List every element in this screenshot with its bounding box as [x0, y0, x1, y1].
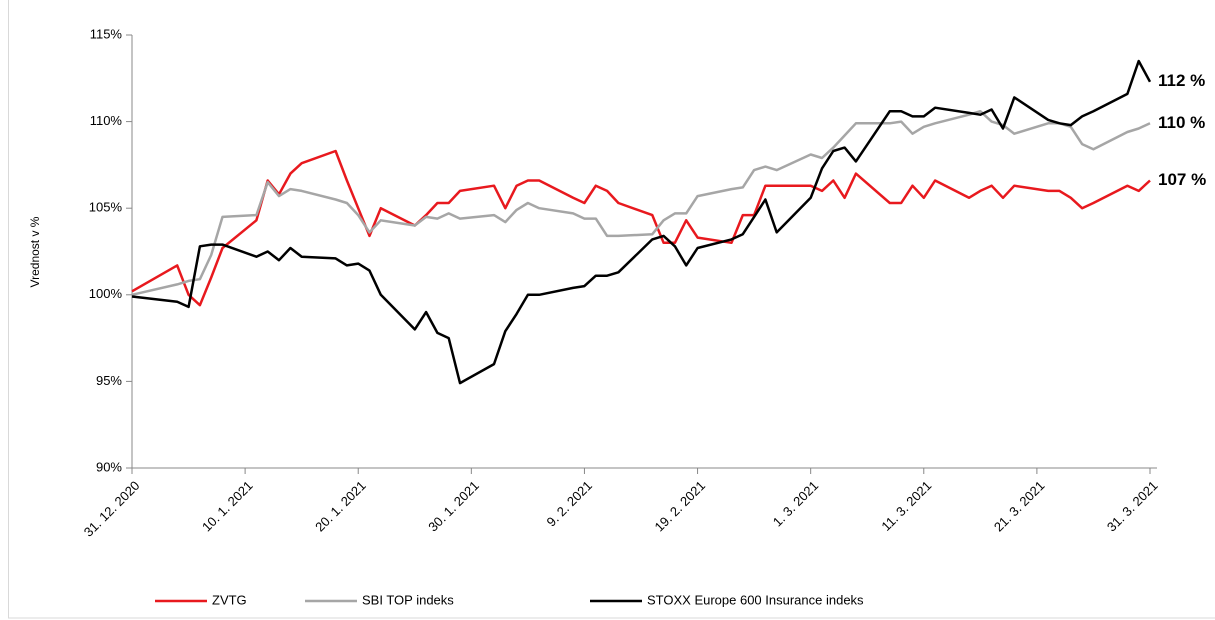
- x-tick-label: 31. 3. 2021: [1104, 478, 1161, 535]
- series-line: [131, 109, 1151, 297]
- x-tick-label: 10. 1. 2021: [199, 478, 256, 535]
- x-tick-label: 19. 2. 2021: [651, 478, 708, 535]
- y-tick-label: 115%: [90, 26, 123, 41]
- end-label: 110 %: [1158, 113, 1205, 132]
- x-tick-label: 21. 3. 2021: [991, 478, 1048, 535]
- x-tick-label: 9. 2. 2021: [543, 478, 594, 529]
- end-label: 112 %: [1158, 71, 1205, 90]
- y-tick-label: 110%: [90, 113, 123, 128]
- x-tick-label: 20. 1. 2021: [312, 478, 369, 535]
- legend-label: SBI TOP indeks: [362, 592, 454, 607]
- y-tick-label: 95%: [96, 373, 122, 388]
- legend-label: STOXX Europe 600 Insurance indeks: [647, 592, 864, 607]
- chart-frame: [8, 0, 1215, 619]
- end-label: 107 %: [1158, 170, 1206, 189]
- y-tick-label: 90%: [96, 459, 122, 474]
- y-tick-label: 100%: [89, 286, 123, 301]
- y-tick-label: 105%: [89, 200, 123, 215]
- legend-label: ZVTG: [212, 592, 247, 607]
- x-tick-label: 1. 3. 2021: [770, 478, 821, 529]
- y-axis-label: Vrednost v %: [28, 216, 42, 287]
- x-tick-label: 31. 12. 2020: [81, 478, 143, 540]
- series-line: [131, 59, 1152, 385]
- x-tick-label: 30. 1. 2021: [425, 478, 482, 535]
- series-line: [131, 149, 1151, 307]
- x-tick-label: 11. 3. 2021: [878, 478, 934, 534]
